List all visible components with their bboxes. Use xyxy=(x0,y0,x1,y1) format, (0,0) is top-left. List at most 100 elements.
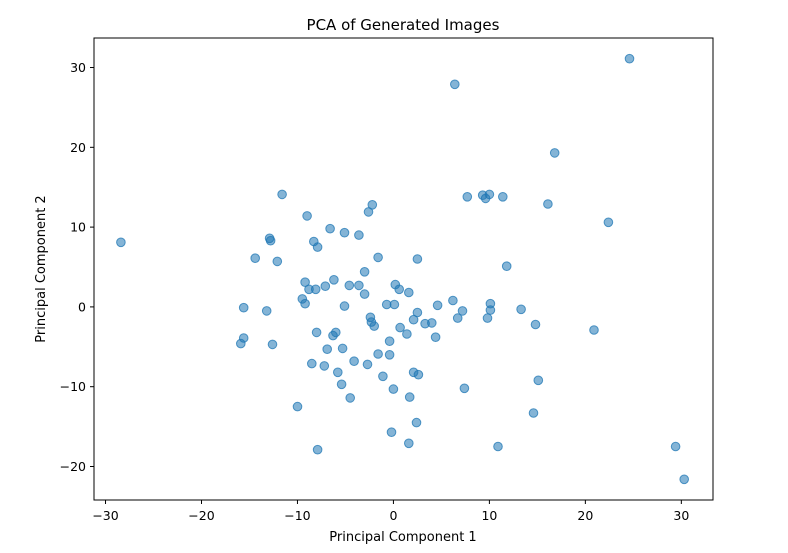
data-point xyxy=(250,253,260,264)
y-tick-label: 30 xyxy=(70,60,86,75)
data-point xyxy=(344,280,355,291)
data-point xyxy=(624,53,635,64)
data-point xyxy=(339,227,350,238)
data-point xyxy=(395,322,405,333)
data-point xyxy=(389,299,400,310)
data-point xyxy=(277,189,287,200)
data-point xyxy=(328,330,338,341)
data-point xyxy=(412,254,423,264)
data-point xyxy=(265,235,276,246)
data-point xyxy=(320,281,331,292)
y-tick-label: 0 xyxy=(78,299,86,314)
data-point xyxy=(530,319,541,330)
data-point xyxy=(498,192,508,202)
data-point xyxy=(402,329,412,339)
data-point xyxy=(116,237,126,248)
data-point xyxy=(493,441,503,452)
data-point xyxy=(457,306,468,316)
data-point xyxy=(528,408,539,418)
data-point xyxy=(386,427,397,438)
data-point xyxy=(312,444,323,455)
data-point xyxy=(302,211,312,221)
x-axis-label: Principal Component 1 xyxy=(329,530,476,545)
x-tick-label: −20 xyxy=(188,508,214,523)
x-tick-label: 10 xyxy=(481,508,497,523)
data-point xyxy=(670,441,681,452)
data-point xyxy=(462,192,473,202)
data-point xyxy=(312,242,323,252)
data-point xyxy=(261,306,272,316)
data-point xyxy=(373,349,383,359)
data-point xyxy=(300,298,310,309)
data-point xyxy=(427,318,437,328)
data-point xyxy=(388,384,399,394)
data-point xyxy=(448,295,458,306)
data-point xyxy=(459,383,470,394)
data-point xyxy=(267,339,278,350)
data-point xyxy=(311,327,322,338)
data-point xyxy=(363,207,374,217)
data-point xyxy=(411,417,422,428)
x-tick-label: −10 xyxy=(284,508,310,523)
x-axis: −30 −20 −10 0 10 20 30 xyxy=(92,500,689,523)
data-point xyxy=(516,304,526,315)
data-point xyxy=(480,193,491,204)
data-point xyxy=(452,313,463,323)
data-point xyxy=(238,302,249,313)
data-point xyxy=(333,367,343,378)
data-point xyxy=(325,223,335,234)
data-point xyxy=(404,438,414,449)
data-point xyxy=(272,256,283,267)
data-point xyxy=(501,261,512,272)
data-point xyxy=(603,217,614,228)
data-point xyxy=(373,252,383,263)
data-point xyxy=(339,301,350,311)
data-point xyxy=(404,287,414,298)
data-point xyxy=(450,79,460,90)
data-point xyxy=(322,344,333,355)
data-point xyxy=(413,369,424,380)
y-tick-label: −10 xyxy=(60,379,86,394)
x-tick-label: 20 xyxy=(577,508,593,523)
data-point xyxy=(354,280,364,291)
data-point xyxy=(679,474,690,485)
data-point xyxy=(292,401,303,412)
data-point xyxy=(362,359,373,370)
data-point xyxy=(430,332,441,343)
data-point xyxy=(345,393,356,403)
data-point xyxy=(378,371,388,382)
y-axis-label: Principal Component 2 xyxy=(34,195,49,342)
data-point xyxy=(589,325,599,335)
chart-title: PCA of Generated Images xyxy=(307,16,500,34)
y-tick-label: 20 xyxy=(70,140,86,155)
data-point xyxy=(369,321,380,331)
data-point xyxy=(404,392,415,402)
points-layer xyxy=(116,53,690,485)
data-point xyxy=(384,336,395,347)
data-point xyxy=(236,338,246,349)
data-point xyxy=(307,358,317,369)
data-point xyxy=(349,356,359,367)
data-point xyxy=(359,289,370,299)
data-point xyxy=(549,148,560,158)
data-point xyxy=(432,300,443,311)
data-point xyxy=(394,284,405,295)
data-point xyxy=(533,375,544,386)
y-tick-label: −20 xyxy=(60,459,86,474)
x-tick-label: −30 xyxy=(92,508,118,523)
y-axis: −20 −10 0 10 20 30 xyxy=(60,60,94,474)
data-point xyxy=(359,267,370,277)
data-point xyxy=(329,275,339,285)
x-tick-label: 0 xyxy=(389,508,397,523)
data-point xyxy=(408,314,419,325)
y-tick-label: 10 xyxy=(70,220,86,235)
data-point xyxy=(384,350,395,360)
data-point xyxy=(354,230,364,240)
axes-frame xyxy=(93,37,714,501)
data-point xyxy=(310,284,321,295)
x-tick-label: 30 xyxy=(673,508,689,523)
data-point xyxy=(337,343,348,354)
data-point xyxy=(300,277,310,288)
